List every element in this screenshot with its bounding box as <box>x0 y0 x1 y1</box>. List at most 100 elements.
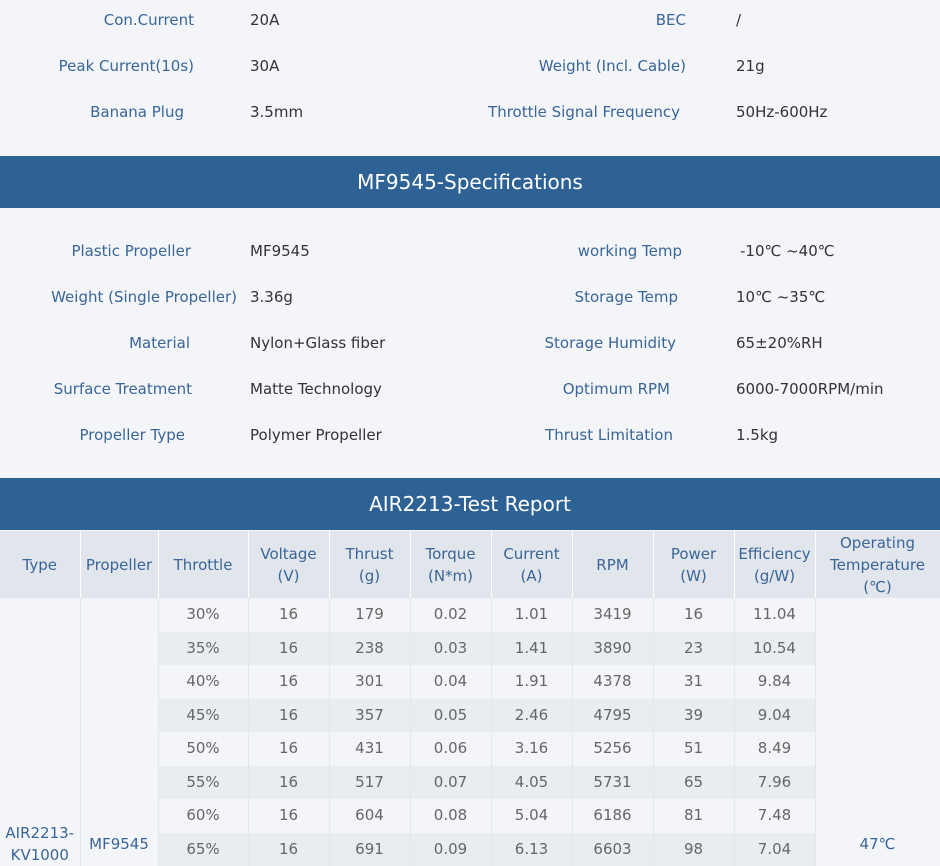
throttle-cell: 50% <box>158 732 248 766</box>
operating-temperature-cell: 47℃ <box>815 598 940 866</box>
table-header-row: Type Propeller Throttle Voltage(V) Thrus… <box>0 531 940 598</box>
thrust-cell: 431 <box>329 732 410 766</box>
header-power: Power(W) <box>653 531 734 598</box>
spec-label: Propeller Type <box>80 412 186 458</box>
spec-value: 50Hz-600Hz <box>736 89 827 135</box>
thrust-cell: 179 <box>329 598 410 632</box>
throttle-cell: 30% <box>158 598 248 632</box>
spec-value: 20A <box>250 0 279 43</box>
current-cell: 2.46 <box>491 699 572 733</box>
rpm-cell: 3890 <box>572 632 653 666</box>
spec-label: Thrust Limitation <box>545 412 673 458</box>
spec-value: 21g <box>736 43 765 89</box>
voltage-cell: 16 <box>248 799 329 833</box>
torque-cell: 0.04 <box>410 665 491 699</box>
header-thrust: Thrust(g) <box>329 531 410 598</box>
header-current: Current(A) <box>491 531 572 598</box>
torque-cell: 0.07 <box>410 766 491 800</box>
thrust-cell: 357 <box>329 699 410 733</box>
spec-label: working Temp <box>578 228 682 274</box>
throttle-cell: 55% <box>158 766 248 800</box>
torque-cell: 0.09 <box>410 833 491 866</box>
thrust-cell: 604 <box>329 799 410 833</box>
spec-row: Weight (Single Propeller) 3.36g Storage … <box>0 274 940 320</box>
rpm-cell: 6603 <box>572 833 653 866</box>
torque-cell: 0.06 <box>410 732 491 766</box>
spec-row: Surface Treatment Matte Technology Optim… <box>0 366 940 412</box>
spec-label: Storage Humidity <box>545 320 676 366</box>
spec-label: Peak Current(10s) <box>59 43 194 89</box>
thrust-cell: 301 <box>329 665 410 699</box>
header-efficiency: Efficiency(g/W) <box>734 531 815 598</box>
spec-label: Surface Treatment <box>54 366 192 412</box>
power-cell: 65 <box>653 766 734 800</box>
power-cell: 16 <box>653 598 734 632</box>
throttle-cell: 60% <box>158 799 248 833</box>
thrust-cell: 691 <box>329 833 410 866</box>
spec-label: Banana Plug <box>90 89 184 135</box>
spec-label: Plastic Propeller <box>71 228 191 274</box>
spec-label: Con.Current <box>104 0 194 43</box>
spec-row: Con.Current 20A BEC / <box>0 0 940 43</box>
header-voltage: Voltage(V) <box>248 531 329 598</box>
current-cell: 4.05 <box>491 766 572 800</box>
header-propeller: Propeller <box>80 531 158 598</box>
spec-row: Propeller Type Polymer Propeller Thrust … <box>0 412 940 458</box>
current-cell: 1.01 <box>491 598 572 632</box>
power-cell: 39 <box>653 699 734 733</box>
throttle-cell: 35% <box>158 632 248 666</box>
propeller-spec-title: MF9545-Specifications <box>0 156 940 208</box>
esc-spec-block: Con.Current 20A BEC / Peak Current(10s) … <box>0 0 940 156</box>
voltage-cell: 16 <box>248 665 329 699</box>
efficiency-cell: 7.48 <box>734 799 815 833</box>
spec-value: Matte Technology <box>250 366 382 412</box>
efficiency-cell: 9.04 <box>734 699 815 733</box>
torque-cell: 0.05 <box>410 699 491 733</box>
spec-value: 65±20%RH <box>736 320 823 366</box>
spec-value: -10℃ ~40℃ <box>740 228 835 274</box>
power-cell: 51 <box>653 732 734 766</box>
spec-value: MF9545 <box>250 228 310 274</box>
torque-cell: 0.02 <box>410 598 491 632</box>
spec-label: BEC <box>656 0 686 43</box>
spec-value: 6000-7000RPM/min <box>736 366 884 412</box>
current-cell: 3.16 <box>491 732 572 766</box>
voltage-cell: 16 <box>248 766 329 800</box>
voltage-cell: 16 <box>248 699 329 733</box>
efficiency-cell: 9.84 <box>734 665 815 699</box>
efficiency-cell: 7.96 <box>734 766 815 800</box>
efficiency-cell: 7.04 <box>734 833 815 866</box>
spec-row: Peak Current(10s) 30A Weight (Incl. Cabl… <box>0 43 940 89</box>
spec-value: 3.36g <box>250 274 293 320</box>
spec-label: Material <box>129 320 190 366</box>
rpm-cell: 5256 <box>572 732 653 766</box>
voltage-cell: 16 <box>248 732 329 766</box>
spec-value: Polymer Propeller <box>250 412 382 458</box>
throttle-cell: 40% <box>158 665 248 699</box>
spec-row: Plastic Propeller MF9545 working Temp -1… <box>0 228 940 274</box>
power-cell: 23 <box>653 632 734 666</box>
voltage-cell: 16 <box>248 598 329 632</box>
header-type: Type <box>0 531 80 598</box>
rpm-cell: 4378 <box>572 665 653 699</box>
rpm-cell: 3419 <box>572 598 653 632</box>
current-cell: 5.04 <box>491 799 572 833</box>
propeller-cell: MF9545 <box>80 598 158 866</box>
voltage-cell: 16 <box>248 632 329 666</box>
efficiency-cell: 8.49 <box>734 732 815 766</box>
thrust-cell: 238 <box>329 632 410 666</box>
thrust-cell: 517 <box>329 766 410 800</box>
spec-value: 10℃ ~35℃ <box>736 274 825 320</box>
spec-value: / <box>736 0 741 43</box>
spec-label: Weight (Incl. Cable) <box>539 43 686 89</box>
efficiency-cell: 10.54 <box>734 632 815 666</box>
current-cell: 1.41 <box>491 632 572 666</box>
spec-label: Weight (Single Propeller) <box>51 274 237 320</box>
spec-value: 3.5mm <box>250 89 303 135</box>
header-throttle: Throttle <box>158 531 248 598</box>
voltage-cell: 16 <box>248 833 329 866</box>
spec-value: Nylon+Glass fiber <box>250 320 385 366</box>
spec-row: Banana Plug 3.5mm Throttle Signal Freque… <box>0 89 940 135</box>
